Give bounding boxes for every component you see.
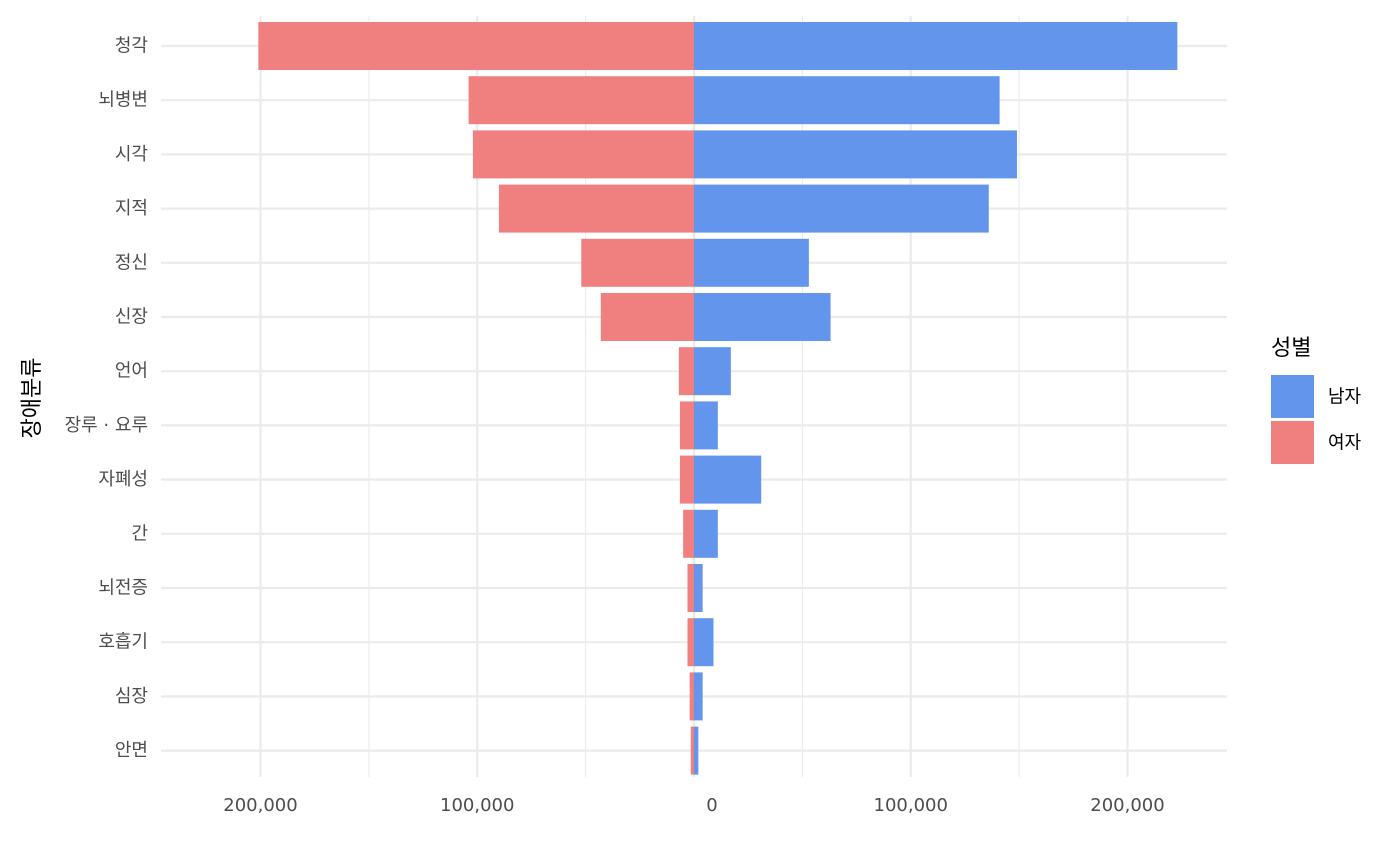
legend-title: 성별 — [1271, 336, 1311, 361]
bar-female-9 — [683, 509, 694, 558]
x-tick-label: 0 — [706, 795, 717, 816]
y-axis-title: 장애분류 — [20, 358, 45, 439]
legend-label: 여자 — [1328, 433, 1362, 454]
y-tick-label: 장루 · 요루 — [65, 415, 148, 436]
y-tick-label: 지적 — [115, 198, 148, 219]
y-tick-label: 심장 — [115, 686, 148, 707]
bar-male-1 — [694, 76, 1000, 125]
y-tick-label: 호흡기 — [98, 632, 148, 653]
bar-male-4 — [694, 238, 809, 287]
bar-male-9 — [694, 509, 718, 558]
bar-male-11 — [694, 618, 714, 667]
bar-male-0 — [694, 22, 1178, 70]
legend-key — [1271, 421, 1314, 464]
y-tick-label: 언어 — [115, 361, 148, 382]
bar-female-0 — [258, 22, 694, 70]
bar-male-6 — [694, 347, 731, 396]
bar-male-5 — [694, 293, 831, 341]
y-tick-label: 뇌전증 — [98, 578, 148, 599]
bar-male-8 — [694, 455, 762, 504]
bar-male-7 — [694, 401, 718, 450]
y-tick-label: 정신 — [115, 252, 148, 273]
y-tick-label: 시각 — [115, 144, 148, 165]
bar-female-5 — [600, 293, 694, 341]
bar-male-10 — [694, 564, 703, 612]
bar-male-2 — [694, 130, 1017, 179]
legend-label: 남자 — [1328, 387, 1362, 408]
bar-female-4 — [581, 238, 694, 287]
y-tick-label: 자폐성 — [98, 469, 148, 490]
legend-key — [1271, 375, 1314, 418]
bar-female-12 — [689, 672, 694, 721]
bar-male-12 — [694, 672, 703, 721]
y-tick-label: 뇌병변 — [98, 90, 148, 111]
bar-female-7 — [679, 401, 694, 450]
x-tick-label: 200,000 — [1090, 795, 1164, 816]
bars — [258, 22, 1178, 775]
bar-female-1 — [468, 76, 694, 125]
x-tick-label: 100,000 — [874, 795, 948, 816]
bar-female-2 — [472, 130, 694, 179]
bar-female-13 — [690, 726, 694, 775]
bar-female-10 — [687, 564, 694, 612]
y-tick-label: 간 — [131, 523, 148, 544]
y-tick-label: 청각 — [115, 36, 148, 57]
x-tick-label: 100,000 — [440, 795, 514, 816]
x-tick-label: 200,000 — [223, 795, 297, 816]
bar-female-8 — [679, 455, 694, 504]
bar-male-3 — [694, 184, 989, 233]
bar-female-6 — [678, 347, 694, 396]
y-tick-label: 신장 — [115, 307, 148, 328]
y-tick-label: 안면 — [115, 740, 148, 761]
x-tick-labels: 200,000 100,000 0 100,000 200,000 — [223, 795, 1164, 816]
bar-female-3 — [498, 184, 694, 233]
bar-female-11 — [687, 618, 694, 667]
bar-male-13 — [694, 726, 699, 775]
